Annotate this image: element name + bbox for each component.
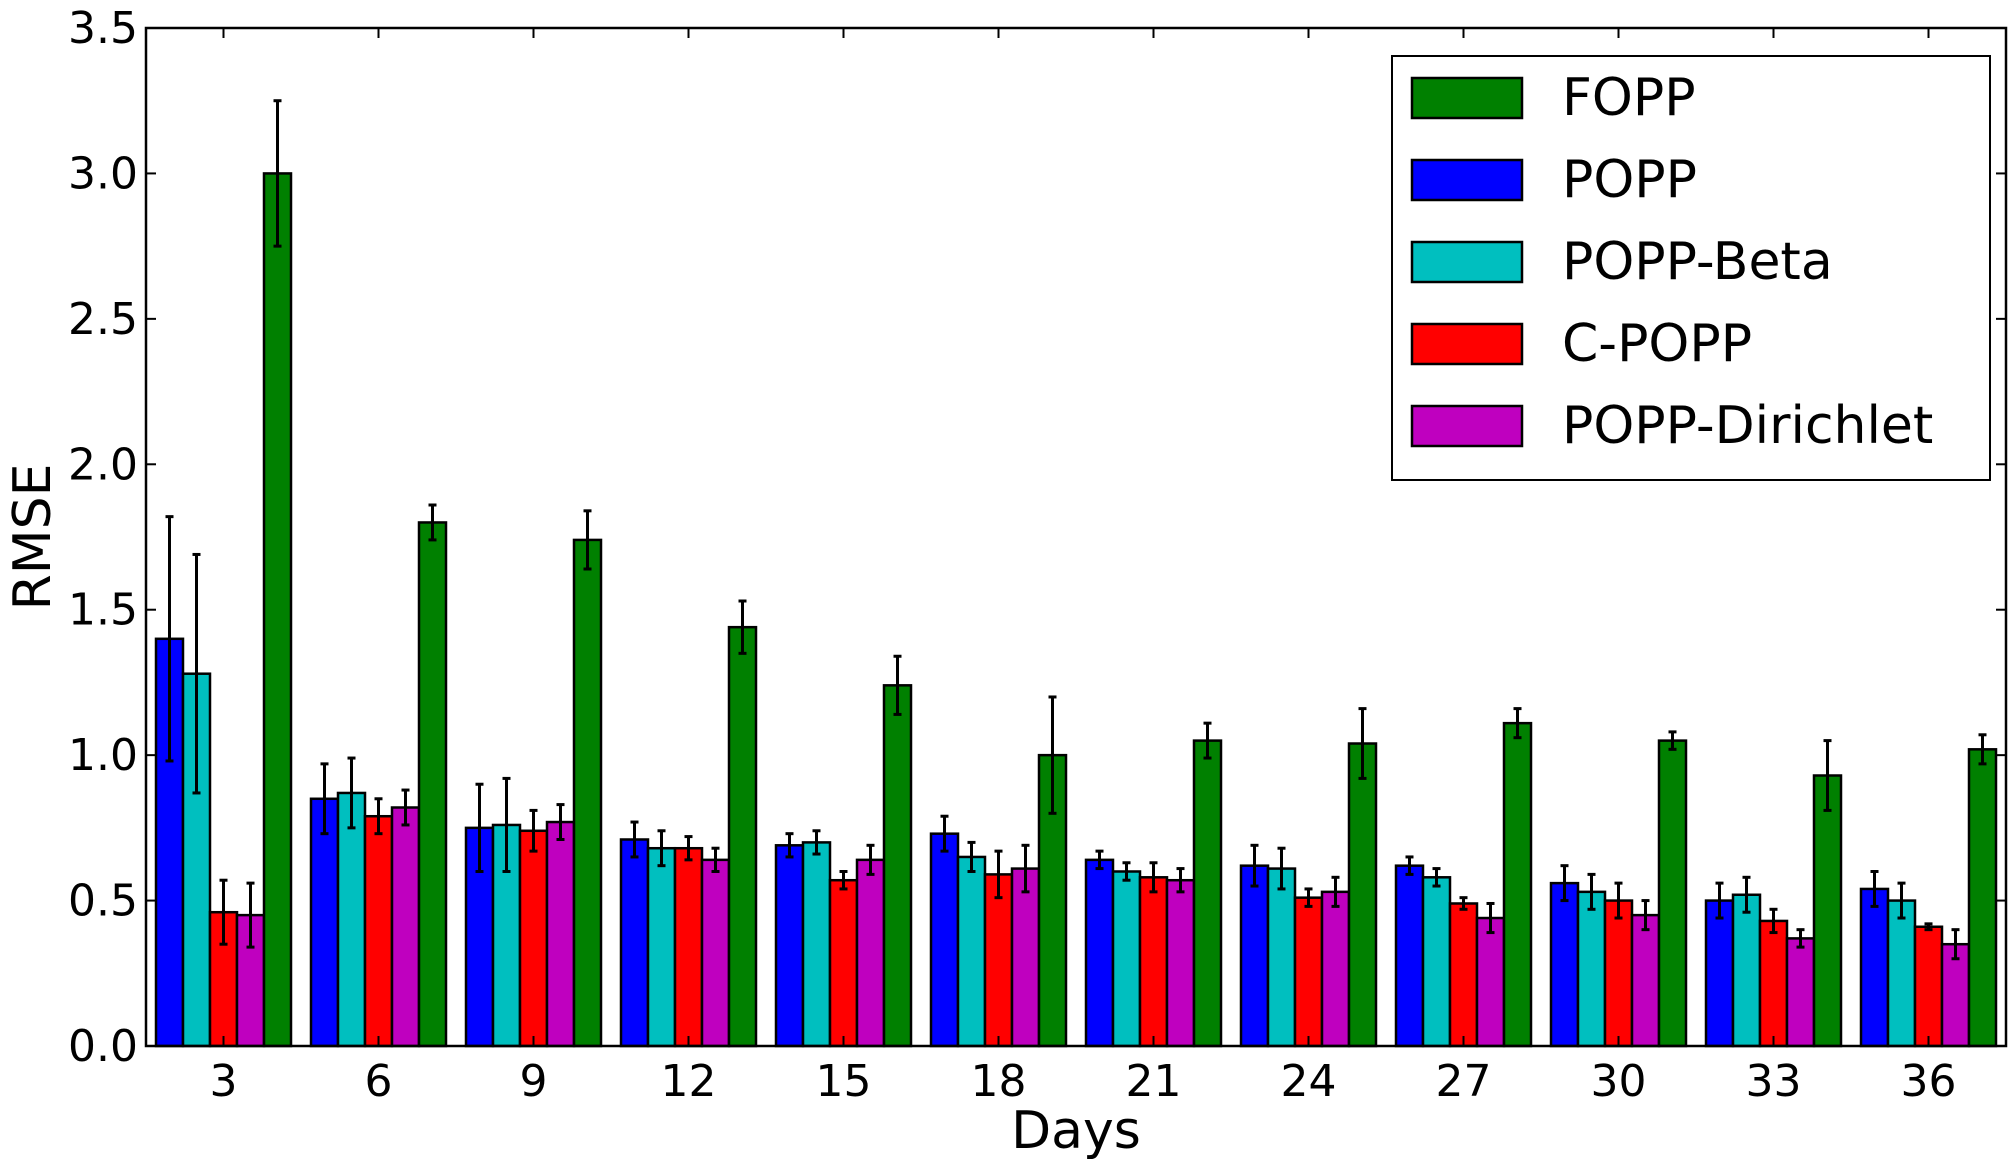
bar-popp-33 bbox=[1704, 899, 1735, 1048]
x-tick-label: 9 bbox=[520, 1056, 548, 1107]
bar-popp-30 bbox=[1549, 881, 1580, 1048]
y-tick-label: 3.5 bbox=[68, 3, 138, 54]
legend-swatch-popp-beta bbox=[1410, 240, 1524, 284]
legend-label-c-popp: C-POPP bbox=[1562, 314, 1752, 374]
bar-popp-dirichlet-9 bbox=[545, 820, 576, 1048]
bar-popp-dirichlet-27 bbox=[1475, 916, 1506, 1048]
legend: FOPP POPP POPP-Beta C-POPP POPP-Dirichlet bbox=[1391, 55, 1991, 481]
bar-c-popp-9 bbox=[518, 829, 549, 1048]
legend-swatch-popp bbox=[1410, 158, 1524, 202]
bar-popp-18 bbox=[929, 832, 960, 1048]
bar-popp-beta-21 bbox=[1111, 870, 1142, 1048]
bar-popp-dirichlet-6 bbox=[390, 806, 421, 1048]
bar-popp-beta-24 bbox=[1266, 867, 1297, 1048]
x-tick-label: 30 bbox=[1591, 1056, 1647, 1107]
bar-popp-beta-36 bbox=[1886, 899, 1917, 1048]
y-axis-label: RMSE bbox=[3, 464, 63, 611]
x-tick-label: 3 bbox=[210, 1056, 238, 1107]
y-tick-label: 0.5 bbox=[68, 876, 138, 927]
bar-fopp-6 bbox=[417, 521, 448, 1048]
x-tick-label: 27 bbox=[1436, 1056, 1492, 1107]
bar-popp-dirichlet-12 bbox=[700, 858, 731, 1048]
bar-fopp-24 bbox=[1347, 742, 1378, 1048]
bar-fopp-15 bbox=[882, 684, 913, 1048]
y-tick-label: 1.0 bbox=[68, 730, 138, 781]
x-tick-label: 6 bbox=[365, 1056, 393, 1107]
bar-popp-36 bbox=[1859, 887, 1890, 1048]
ticks-layer: 3 6 9 12 15 18 21 24 27 30 33 360.00.51.01.52.02.53… bbox=[68, 3, 2006, 1107]
bar-c-popp-18 bbox=[983, 873, 1014, 1048]
legend-swatch-fopp bbox=[1410, 76, 1524, 120]
bar-popp-27 bbox=[1394, 864, 1425, 1048]
bar-popp-dirichlet-18 bbox=[1010, 867, 1041, 1048]
bar-fopp-21 bbox=[1192, 739, 1223, 1048]
plot-frame bbox=[144, 26, 2008, 1048]
bar-c-popp-6 bbox=[363, 814, 394, 1048]
bar-c-popp-27 bbox=[1448, 902, 1479, 1048]
bar-c-popp-21 bbox=[1138, 876, 1169, 1048]
bar-popp-dirichlet-30 bbox=[1630, 913, 1661, 1048]
legend-label-fopp: FOPP bbox=[1562, 68, 1696, 128]
bar-fopp-12 bbox=[727, 625, 758, 1048]
bar-popp-beta-18 bbox=[956, 855, 987, 1048]
bar-c-popp-33 bbox=[1758, 919, 1789, 1048]
x-tick-label: 15 bbox=[816, 1056, 872, 1107]
bar-popp-beta-6 bbox=[336, 791, 367, 1048]
bar-popp-beta-15 bbox=[801, 841, 832, 1048]
legend-label-popp-beta: POPP-Beta bbox=[1562, 232, 1833, 292]
bar-popp-15 bbox=[774, 844, 805, 1048]
legend-label-popp-dirichlet: POPP-Dirichlet bbox=[1562, 396, 1933, 456]
x-tick-label: 33 bbox=[1746, 1056, 1802, 1107]
bar-popp-21 bbox=[1084, 858, 1115, 1048]
x-tick-label: 12 bbox=[661, 1056, 717, 1107]
y-tick-label: 2.0 bbox=[68, 439, 138, 490]
bar-c-popp-24 bbox=[1293, 896, 1324, 1048]
x-tick-label: 18 bbox=[971, 1056, 1027, 1107]
bar-fopp-9 bbox=[572, 538, 603, 1048]
bar-c-popp-30 bbox=[1603, 899, 1634, 1048]
bar-c-popp-12 bbox=[673, 846, 704, 1048]
bar-fopp-36 bbox=[1967, 748, 1998, 1048]
bar-popp-dirichlet-21 bbox=[1165, 878, 1196, 1048]
bar-fopp-30 bbox=[1657, 739, 1688, 1048]
bar-popp-beta-12 bbox=[646, 846, 677, 1048]
y-tick-label: 3.0 bbox=[68, 148, 138, 199]
bar-popp-beta-30 bbox=[1576, 890, 1607, 1048]
bar-popp-dirichlet-33 bbox=[1785, 937, 1816, 1048]
bar-popp-beta-27 bbox=[1421, 876, 1452, 1048]
bar-fopp-27 bbox=[1502, 721, 1533, 1048]
legend-swatch-c-popp bbox=[1410, 322, 1524, 366]
legend-label-popp: POPP bbox=[1562, 150, 1697, 210]
bar-popp-dirichlet-24 bbox=[1320, 890, 1351, 1048]
bar-popp-24 bbox=[1239, 864, 1270, 1048]
bar-fopp-3 bbox=[262, 172, 293, 1048]
x-tick-label: 21 bbox=[1126, 1056, 1182, 1107]
bars-layer bbox=[154, 99, 1998, 1048]
bar-fopp-33 bbox=[1812, 774, 1843, 1048]
x-axis-label: Days bbox=[1011, 1101, 1141, 1161]
legend-swatch-popp-dirichlet bbox=[1410, 404, 1524, 448]
bar-popp-beta-33 bbox=[1731, 893, 1762, 1048]
y-tick-label: 0.0 bbox=[68, 1021, 138, 1072]
x-tick-label: 24 bbox=[1281, 1056, 1337, 1107]
y-tick-label: 1.5 bbox=[68, 585, 138, 636]
bar-c-popp-36 bbox=[1913, 925, 1944, 1048]
bar-c-popp-15 bbox=[828, 878, 859, 1048]
y-tick-label: 2.5 bbox=[68, 294, 138, 345]
bar-popp-6 bbox=[309, 797, 340, 1048]
bar-popp-dirichlet-15 bbox=[855, 858, 886, 1048]
bar-popp-12 bbox=[619, 838, 650, 1048]
x-tick-label: 36 bbox=[1901, 1056, 1957, 1107]
